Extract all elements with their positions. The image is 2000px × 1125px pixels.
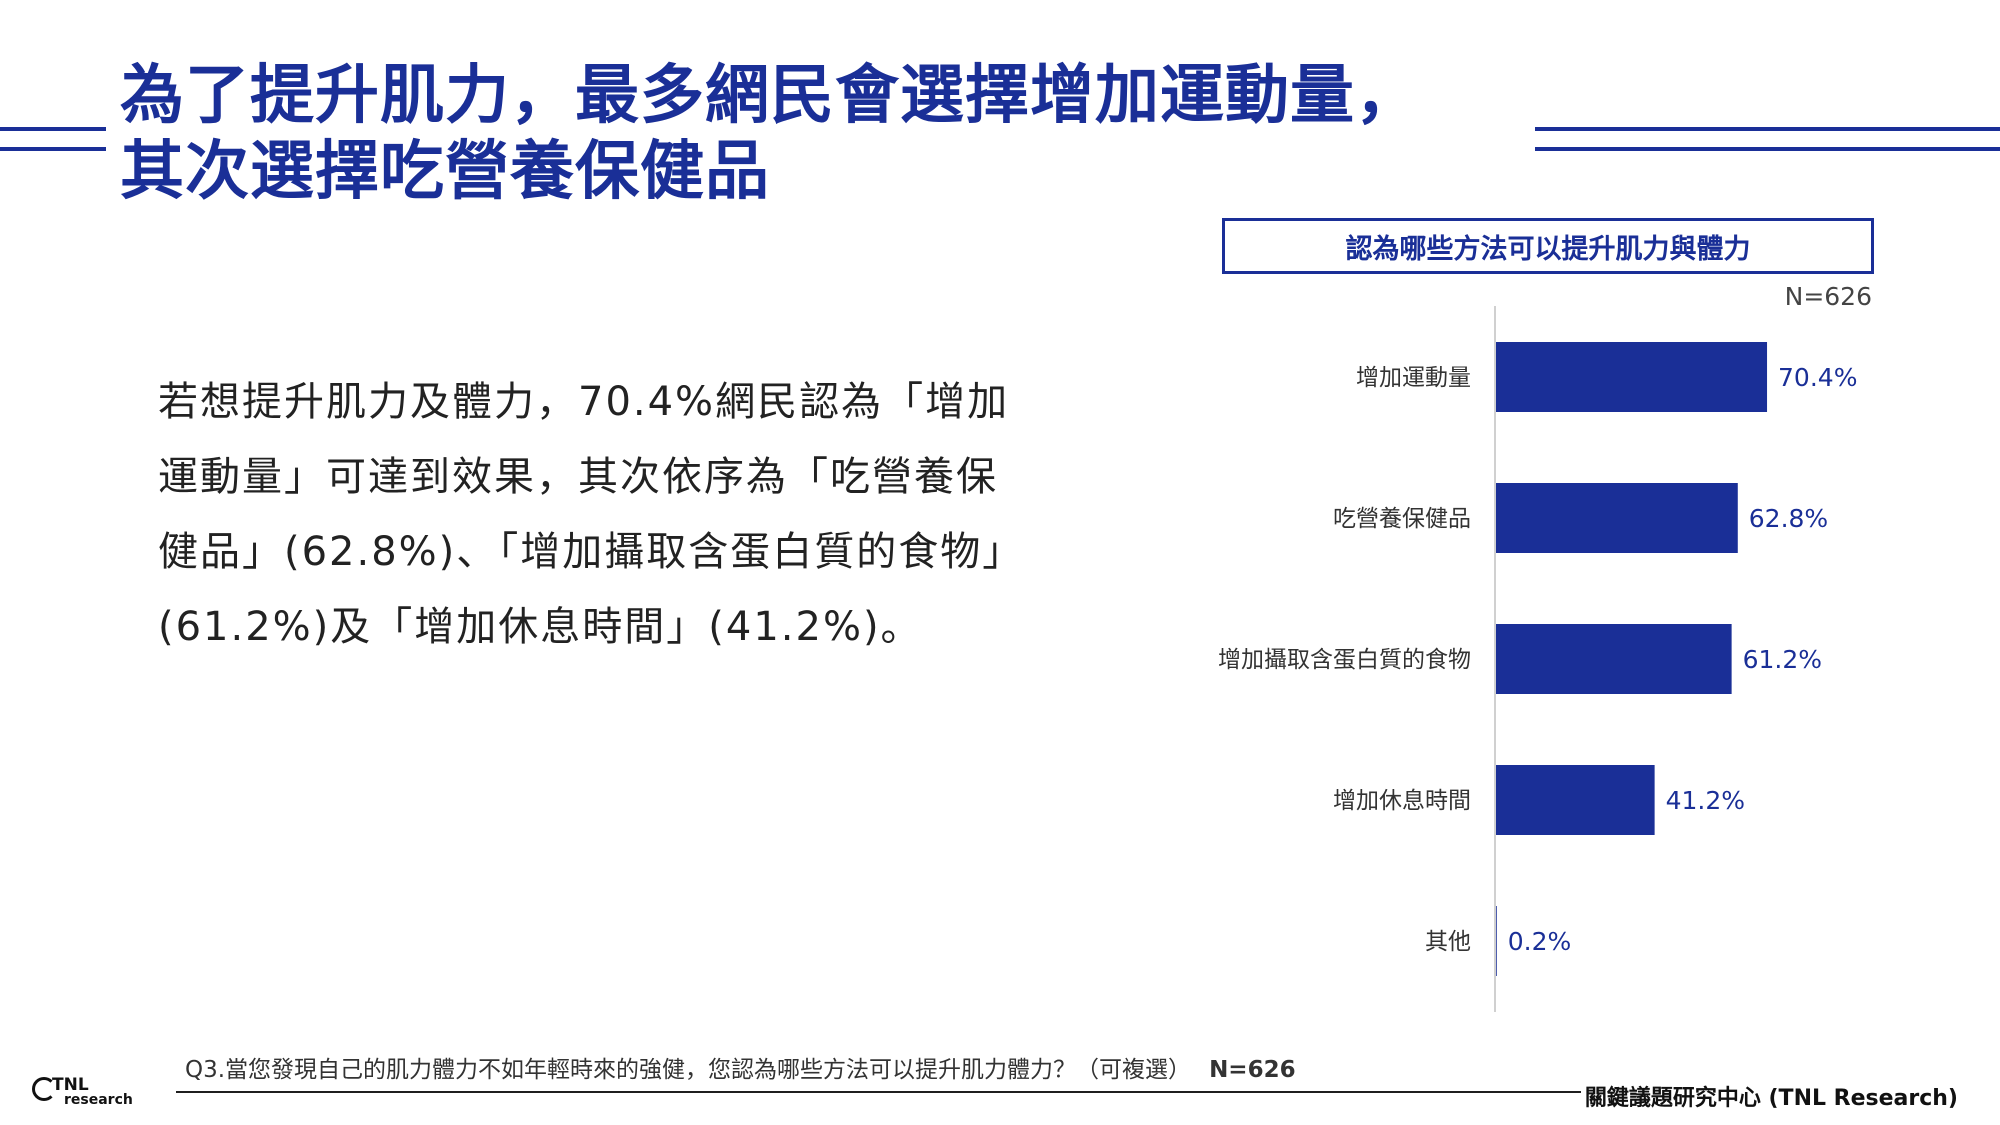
value-label: 41.2% — [1666, 786, 1745, 815]
page-title: 為了提升肌力，最多網民會選擇增加運動量， 其次選擇吃營養保健品 — [120, 58, 1520, 210]
value-label: 0.2% — [1508, 927, 1572, 956]
header-rule-left-bottom — [0, 147, 106, 151]
bar — [1496, 906, 1497, 976]
logo-research-text: research — [64, 1092, 133, 1108]
chart-sample-size: N=626 — [1784, 282, 1872, 311]
value-label: 61.2% — [1743, 645, 1822, 674]
chart-title: 認為哪些方法可以提升肌力與體力 — [1222, 218, 1874, 274]
header-rule-right-top — [1535, 127, 2000, 131]
bar — [1496, 342, 1768, 412]
category-label: 增加運動量 — [1356, 365, 1471, 391]
page-title-line-1: 為了提升肌力，最多網民會選擇增加運動量， — [120, 59, 1420, 133]
footnote-question: Q3.當您發現自己的肌力體力不如年輕時來的強健，您認為哪些方法可以提升肌力體力？… — [185, 1057, 1192, 1083]
bar — [1496, 483, 1738, 553]
summary-text: 若想提升肌力及體力，70.4%網民認為「增加運動量」可達到效果，其次依序為「吃營… — [158, 379, 1010, 650]
header-rule-left-top — [0, 127, 106, 131]
page-title-line-2: 其次選擇吃營養保健品 — [120, 135, 770, 209]
value-label: 70.4% — [1778, 363, 1857, 392]
bar — [1496, 765, 1655, 835]
category-label: 增加攝取含蛋白質的食物 — [1218, 647, 1471, 673]
category-label: 吃營養保健品 — [1333, 506, 1471, 532]
logo-tnl-text: TNL — [52, 1075, 89, 1095]
organization-name: 關鍵議題研究中心 (TNL Research) — [1584, 1086, 1958, 1111]
bar-chart: 增加運動量 70.4% 吃營養保健品 62.8% 增加攝取含蛋白質的食物 61.2% 增加休… — [1218, 306, 1857, 1012]
footnote: Q3.當您發現自己的肌力體力不如年輕時來的強健，您認為哪些方法可以提升肌力體力？… — [185, 1050, 1296, 1084]
footnote-sample-size: N=626 — [1209, 1057, 1296, 1083]
logo-ring-icon — [32, 1077, 56, 1101]
value-label: 62.8% — [1749, 504, 1828, 533]
footer-divider — [176, 1091, 1581, 1093]
tnl-research-logo: TNL research — [30, 1073, 140, 1113]
category-label: 其他 — [1425, 929, 1471, 955]
header-rule-right-bottom — [1535, 147, 2000, 151]
category-label: 增加休息時間 — [1333, 788, 1471, 814]
bar — [1496, 624, 1732, 694]
